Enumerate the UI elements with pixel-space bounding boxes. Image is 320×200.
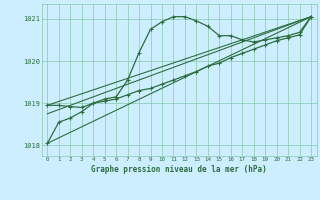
X-axis label: Graphe pression niveau de la mer (hPa): Graphe pression niveau de la mer (hPa) [91, 165, 267, 174]
